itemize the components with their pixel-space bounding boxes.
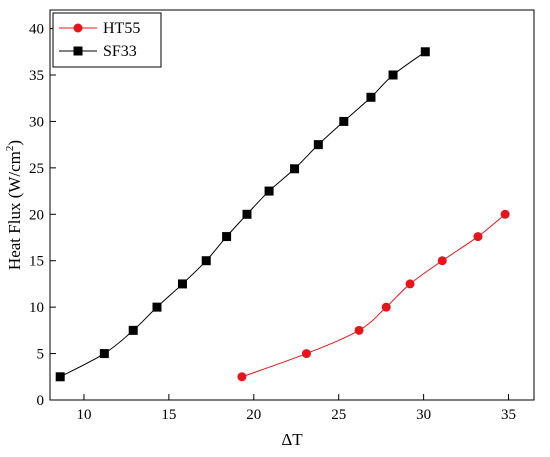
y-axis-label-end: ) xyxy=(5,140,24,146)
x-tick-label-25: 25 xyxy=(331,407,346,423)
legend-marker-sf33 xyxy=(73,46,83,56)
series-line-ht55 xyxy=(241,213,506,378)
point-sf33-13 xyxy=(388,70,398,80)
point-ht55-0 xyxy=(237,372,247,382)
y-tick-label-0: 0 xyxy=(37,393,45,409)
x-tick-label-10: 10 xyxy=(76,407,91,423)
point-sf33-5 xyxy=(201,256,211,266)
point-ht55-6 xyxy=(473,232,483,242)
point-sf33-14 xyxy=(420,47,430,57)
y-axis-label-sup: 2 xyxy=(4,146,16,152)
x-axis-label: ΔT xyxy=(281,430,303,449)
y-axis-ticks: 0 5 10 15 20 25 30 35 40 xyxy=(29,22,56,409)
y-axis-label-main: Heat Flux (W/cm xyxy=(5,151,24,270)
x-axis-ticks: 10 15 20 25 30 35 xyxy=(76,394,516,423)
y-tick-label-30: 30 xyxy=(29,114,44,130)
point-sf33-0 xyxy=(55,372,65,382)
point-ht55-1 xyxy=(301,349,311,359)
y-tick-label-25: 25 xyxy=(29,161,44,177)
point-ht55-4 xyxy=(405,279,415,289)
y-tick-label-40: 40 xyxy=(29,22,44,38)
point-sf33-12 xyxy=(366,92,376,102)
legend-label-sf33: SF33 xyxy=(103,43,137,60)
point-sf33-6 xyxy=(222,232,232,242)
y-tick-label-20: 20 xyxy=(29,207,44,223)
point-sf33-4 xyxy=(177,279,187,289)
legend-marker-ht55 xyxy=(73,23,83,33)
x-tick-label-20: 20 xyxy=(246,407,261,423)
point-ht55-5 xyxy=(437,256,447,266)
legend-label-ht55: HT55 xyxy=(103,20,140,37)
point-sf33-7 xyxy=(242,209,252,219)
point-ht55-2 xyxy=(354,325,364,335)
point-sf33-1 xyxy=(99,349,109,359)
y-tick-label-5: 5 xyxy=(37,347,45,363)
y-tick-label-35: 35 xyxy=(29,68,44,84)
y-axis-label: Heat Flux (W/cm2) xyxy=(4,140,24,270)
point-sf33-10 xyxy=(313,140,323,150)
y-tick-label-15: 15 xyxy=(29,254,44,270)
x-tick-label-15: 15 xyxy=(161,407,176,423)
point-sf33-9 xyxy=(290,164,300,174)
point-ht55-3 xyxy=(381,302,391,312)
plot-frame xyxy=(49,9,535,401)
point-ht55-7 xyxy=(500,209,510,219)
series-group xyxy=(55,47,510,382)
point-sf33-2 xyxy=(128,325,138,335)
legend-box xyxy=(52,12,162,68)
point-sf33-3 xyxy=(152,302,162,312)
point-sf33-11 xyxy=(339,116,349,126)
point-sf33-8 xyxy=(264,186,274,196)
legend: HT55 SF33 xyxy=(52,12,162,68)
x-tick-label-35: 35 xyxy=(501,407,516,423)
x-tick-label-30: 30 xyxy=(416,407,431,423)
y-tick-label-10: 10 xyxy=(29,300,44,316)
